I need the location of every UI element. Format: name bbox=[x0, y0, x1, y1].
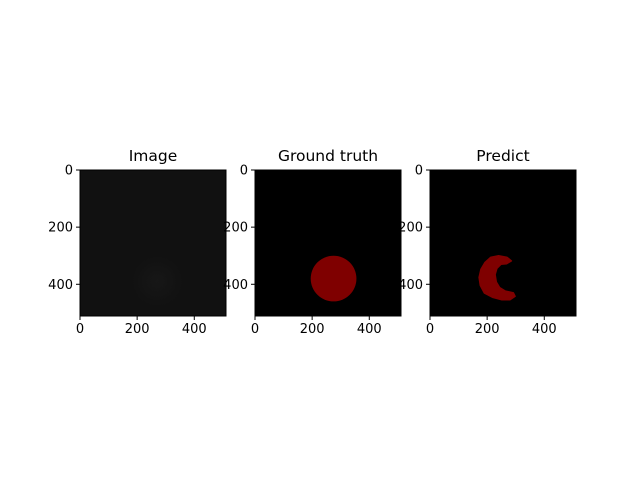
image-content bbox=[131, 255, 183, 308]
x-tick-label: 200 bbox=[300, 322, 325, 337]
y-tick-label: 400 bbox=[223, 278, 248, 293]
x-tick-label: 0 bbox=[76, 322, 84, 337]
panel-title: Predict bbox=[476, 147, 529, 165]
panel-2: Ground truth 0 200 400 0 200 400 bbox=[223, 147, 402, 337]
image-content bbox=[310, 255, 357, 302]
panel-title: Ground truth bbox=[278, 147, 378, 165]
y-tick-label: 400 bbox=[48, 278, 73, 293]
mask-disk bbox=[310, 255, 357, 302]
y-tick-label: 200 bbox=[48, 221, 73, 236]
y-tick-label: 0 bbox=[415, 164, 423, 179]
y-tick-label: 200 bbox=[223, 221, 248, 236]
faint-blob bbox=[131, 255, 183, 308]
panel-title: Image bbox=[129, 147, 178, 165]
x-tick-label: 400 bbox=[357, 322, 382, 337]
x-tick-label: 0 bbox=[251, 322, 259, 337]
axes-frame bbox=[254, 169, 402, 317]
y-tick-label: 0 bbox=[240, 164, 248, 179]
y-tick-label: 200 bbox=[398, 221, 423, 236]
x-tick-label: 400 bbox=[532, 322, 557, 337]
panel-1: Image 0 200 400 0 200 400 bbox=[48, 147, 227, 337]
x-tick-label: 200 bbox=[475, 322, 500, 337]
x-tick-label: 400 bbox=[182, 322, 207, 337]
y-tick-label: 400 bbox=[398, 278, 423, 293]
axes-frame bbox=[429, 169, 577, 317]
x-tick-label: 0 bbox=[426, 322, 434, 337]
mask-crescent bbox=[478, 254, 516, 301]
image-content bbox=[478, 254, 516, 301]
panel-3: Predict 0 200 400 0 200 400 bbox=[398, 147, 577, 337]
y-tick-label: 0 bbox=[65, 164, 73, 179]
x-tick-label: 200 bbox=[125, 322, 150, 337]
axes-frame bbox=[79, 169, 227, 317]
